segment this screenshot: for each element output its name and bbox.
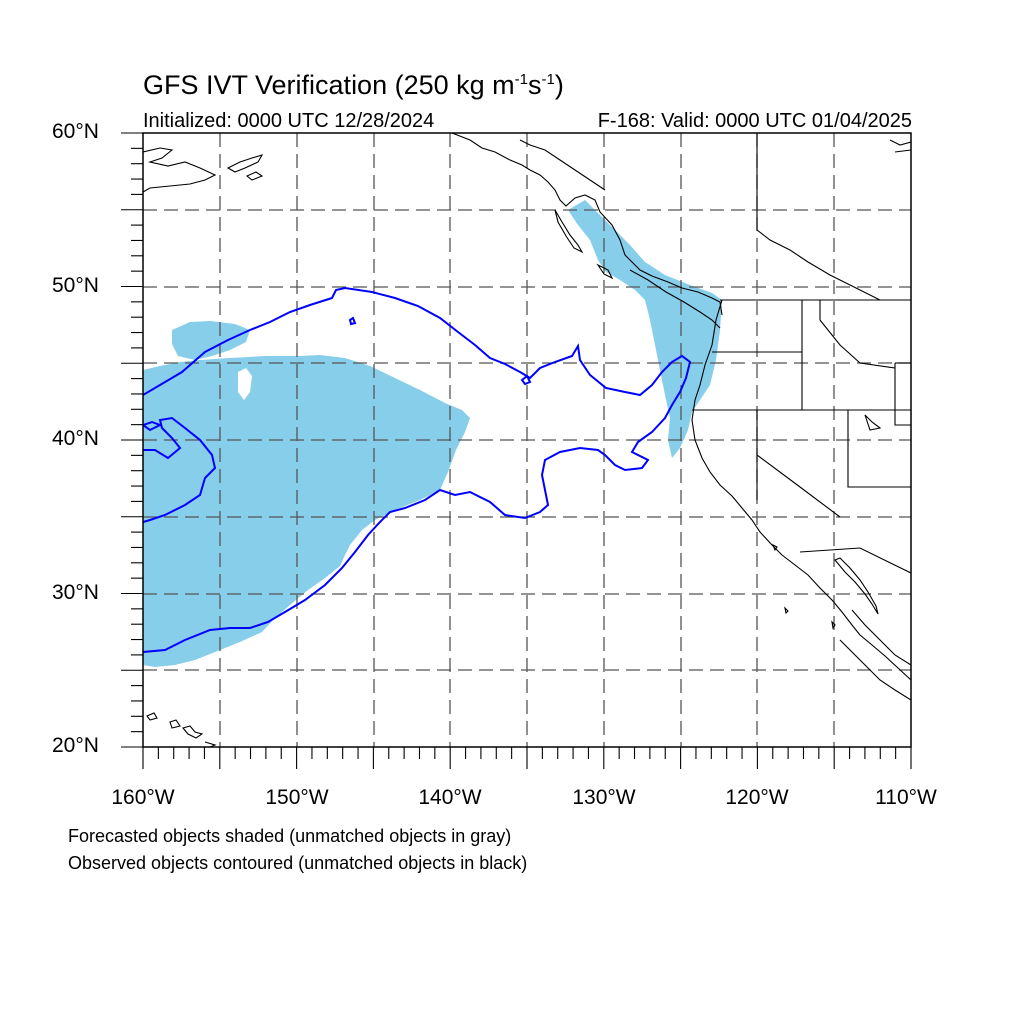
observed-object-contour <box>143 286 692 653</box>
lat-label-30n: 30°N <box>52 581 99 604</box>
gridlines <box>143 133 911 747</box>
observed-contours <box>143 286 692 653</box>
lon-label-110w: 110°W <box>875 786 937 809</box>
legend-note-forecast: Forecasted objects shaded (unmatched obj… <box>68 826 512 846</box>
lon-label-140w: 140°W <box>418 786 482 809</box>
legend-note-observed: Observed objects contoured (unmatched ob… <box>68 853 528 873</box>
lon-label-150w: 150°W <box>265 786 329 809</box>
lat-label-40n: 40°N <box>52 427 99 450</box>
observed-object-inner-contour <box>143 416 217 523</box>
map-title: GFS IVT Verification (250 kg m-1s-1) <box>143 70 564 100</box>
tick-marks <box>121 132 912 769</box>
initialized-time: Initialized: 0000 UTC 12/28/2024 <box>143 110 435 132</box>
forecast-object-coastal <box>568 200 722 458</box>
forecast-object-west <box>143 355 470 667</box>
lat-label-20n: 20°N <box>52 734 99 757</box>
lat-label-60n: 60°N <box>52 120 99 143</box>
lat-label-50n: 50°N <box>52 274 99 297</box>
lon-label-160w: 160°W <box>111 786 175 809</box>
coastlines <box>143 133 911 747</box>
lon-label-130w: 130°W <box>572 786 636 809</box>
lon-label-120w: 120°W <box>725 786 789 809</box>
valid-time: F-168: Valid: 0000 UTC 01/04/2025 <box>597 110 912 132</box>
forecast-object-north-lobe <box>172 321 250 360</box>
forecast-object-hole <box>238 368 252 400</box>
